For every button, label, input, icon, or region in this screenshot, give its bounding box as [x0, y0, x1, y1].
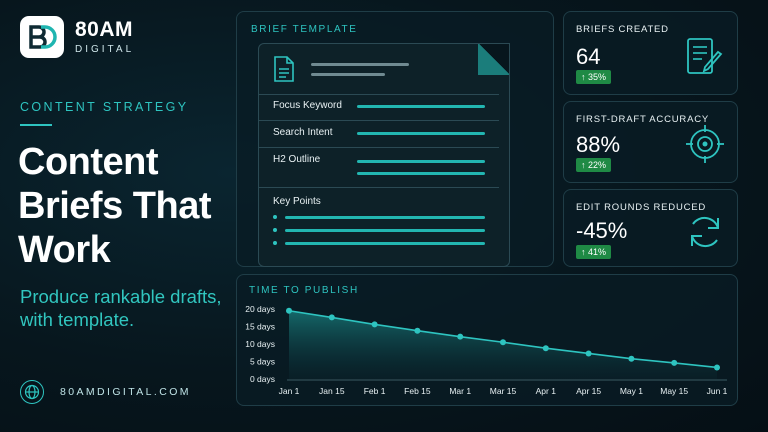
field-value-line: [357, 105, 485, 108]
brief-template-title: BRIEF TEMPLATE: [251, 24, 358, 35]
stat-change-badge: ↑ 41%: [576, 245, 612, 259]
field-key-points: Key Points: [273, 196, 321, 207]
field-search-intent: Search Intent: [273, 127, 333, 138]
x-tick-label: Jan 1: [279, 386, 300, 396]
x-tick-label: Apr 1: [536, 386, 557, 396]
x-tick-label: Mar 1: [449, 386, 471, 396]
time-to-publish-card: TIME TO PUBLISH 0 days 5 days 10 days 15 da…: [236, 274, 738, 406]
field-h2-outline: H2 Outline: [273, 154, 321, 165]
website-link[interactable]: 80AMDIGITAL.COM: [20, 380, 191, 404]
stat-value: -45%: [576, 218, 628, 243]
time-to-publish-chart: 0 days 5 days 10 days 15 days 20 days Jan 1 J…: [245, 304, 728, 396]
chart-title: TIME TO PUBLISH: [249, 285, 359, 296]
bullet-point: [273, 228, 277, 232]
refresh-icon: [691, 216, 719, 248]
data-point: [286, 307, 292, 314]
brand-sub: DIGITAL: [75, 44, 135, 55]
page-title: Content Briefs That Work: [18, 141, 211, 271]
document-icon: [274, 56, 294, 82]
brand-logo: 80AM DIGITAL: [20, 16, 134, 58]
brand-name: 80AM: [75, 18, 134, 41]
bullet-point: [273, 241, 277, 245]
stat-card-first-draft-accuracy: FIRST-DRAFT ACCURACY 88% ↑ 22%: [563, 101, 738, 183]
x-tick-label: Feb 1: [364, 386, 386, 396]
y-tick-label: 15 days: [245, 322, 275, 332]
logo-glyph-icon: [29, 25, 57, 49]
key-point-line: [285, 229, 485, 232]
divider: [259, 94, 499, 95]
field-value-line: [357, 160, 485, 163]
divider: [259, 147, 499, 148]
field-focus-keyword: Focus Keyword: [273, 100, 342, 111]
page-subtitle: Produce rankable drafts, with template.: [20, 286, 222, 330]
stat-change-badge: ↑ 22%: [576, 158, 612, 172]
data-point: [328, 314, 335, 321]
data-point: [585, 350, 592, 357]
brief-document: Focus Keyword Search Intent H2 Outline K…: [258, 43, 510, 267]
data-point: [500, 339, 506, 346]
stat-title: BRIEFS CREATED: [576, 24, 669, 35]
brief-template-card: BRIEF TEMPLATE Focus Keyword Search Inte…: [236, 11, 554, 267]
stat-value: 88%: [576, 132, 621, 157]
kicker-divider: [20, 124, 52, 126]
y-tick-label: 20 days: [245, 304, 275, 314]
doc-header-line: [311, 63, 409, 66]
divider: [259, 120, 499, 121]
stat-value: 64: [576, 44, 601, 69]
bullet-point: [273, 215, 277, 219]
y-tick-label: 5 days: [250, 357, 275, 367]
data-point: [414, 327, 421, 334]
x-tick-label: Mar 15: [490, 386, 517, 396]
x-tick-label: May 1: [620, 386, 643, 396]
key-point-line: [285, 216, 485, 219]
data-point: [714, 364, 720, 371]
data-point: [671, 359, 678, 366]
data-point: [542, 345, 549, 352]
y-tick-label: 0 days: [250, 374, 275, 384]
x-tick-label: Apr 15: [576, 386, 601, 396]
website-url: 80AMDIGITAL.COM: [60, 386, 191, 398]
data-point: [457, 333, 464, 340]
x-tick-label: Jun 1: [707, 386, 728, 396]
target-icon: [686, 125, 724, 163]
stat-card-edit-rounds-reduced: EDIT ROUNDS REDUCED -45% ↑ 41%: [563, 189, 738, 267]
field-value-line: [357, 172, 485, 175]
stat-change-badge: ↑ 35%: [576, 70, 612, 84]
x-tick-label: Jan 15: [319, 386, 345, 396]
page-fold: [478, 44, 509, 75]
stat-title: FIRST-DRAFT ACCURACY: [576, 114, 710, 125]
x-tick-label: Feb 15: [404, 386, 431, 396]
stat-card-briefs-created: BRIEFS CREATED 64 ↑ 35%: [563, 11, 738, 95]
logo-mark: [20, 16, 64, 58]
divider: [259, 187, 499, 188]
key-point-line: [285, 242, 485, 245]
x-tick-label: May 15: [660, 386, 688, 396]
globe-icon: [20, 380, 44, 404]
data-point: [371, 321, 378, 328]
y-tick-label: 10 days: [245, 339, 275, 349]
stat-title: EDIT ROUNDS REDUCED: [576, 202, 707, 213]
section-kicker: CONTENT STRATEGY: [20, 100, 189, 114]
field-value-line: [357, 132, 485, 135]
document-edit-icon: [687, 38, 723, 74]
doc-header-line: [311, 73, 385, 76]
data-point: [628, 355, 635, 362]
